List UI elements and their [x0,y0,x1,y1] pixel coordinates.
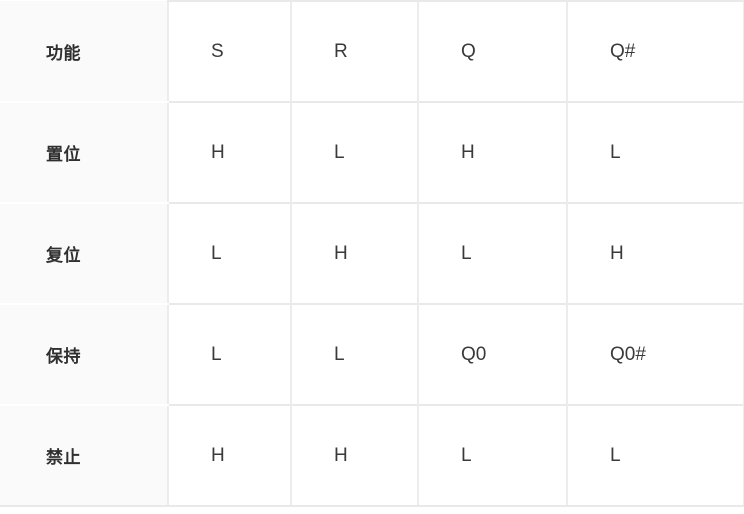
table-cell: R [290,0,418,102]
table-row: 功能 S R Q Q# [0,0,744,103]
row-label: 保持 [0,304,168,406]
table-cell: Q0# [566,303,744,405]
row-label: 功能 [0,1,168,103]
table-cell: S [167,0,291,102]
table-cell: L [566,404,744,507]
table-cell: L [566,101,744,203]
table-cell: L [167,303,291,405]
table-cell: H [167,101,291,203]
table-cell: H [290,404,418,507]
table-cell: L [290,101,418,203]
row-label: 禁止 [0,405,168,507]
table-cell: H [167,404,291,507]
table-row: 置位 H L H L [0,101,744,204]
table-cell: Q [417,0,567,102]
table-cell: Q# [566,0,744,102]
table-row: 禁止 H H L L [0,404,744,507]
table-cell: L [417,404,567,507]
table-row: 复位 L H L H [0,202,744,305]
table-row: 保持 L L Q0 Q0# [0,303,744,406]
table-cell: H [566,202,744,304]
table-cell: Q0 [417,303,567,405]
table-cell: H [290,202,418,304]
row-label: 复位 [0,203,168,305]
table-cell: L [417,202,567,304]
table-cell: L [167,202,291,304]
row-label: 置位 [0,102,168,204]
table-cell: L [290,303,418,405]
table-cell: H [417,101,567,203]
